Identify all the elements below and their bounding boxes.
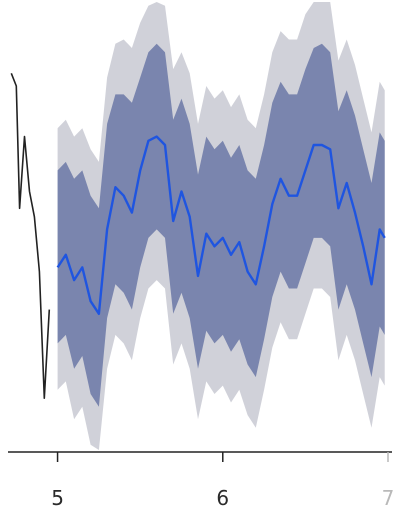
x-tick-label: 7 [382, 486, 395, 510]
x-axis-ticks: 5 6 7 [51, 452, 394, 510]
x-tick-label: 5 [51, 486, 64, 510]
forecast-series-line [56, 135, 386, 315]
inner-confidence-band [57, 43, 385, 407]
x-tick-label: 6 [216, 486, 229, 510]
history-series-line [10, 73, 51, 399]
